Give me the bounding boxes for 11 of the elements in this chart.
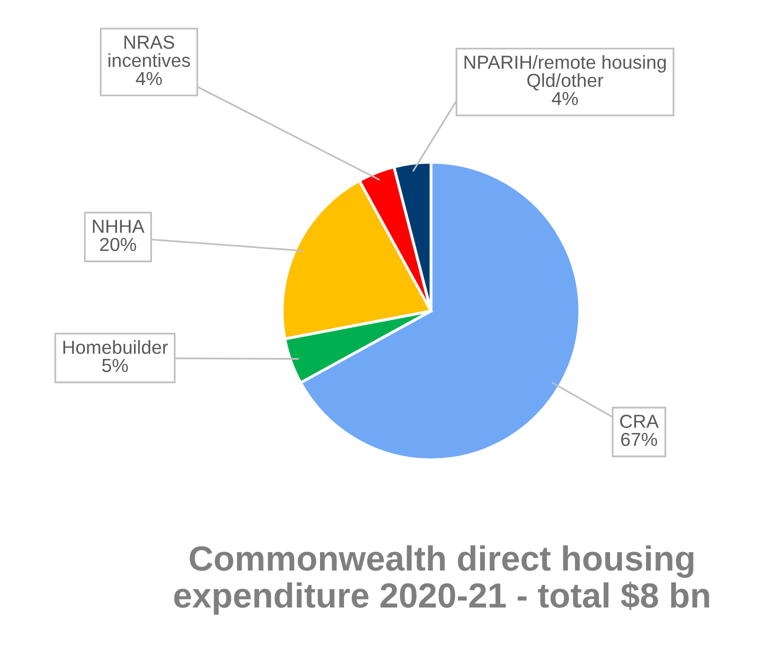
text: Commonwealth direct housing expenditure 2020-21 - total $8 bn [174,545,710,615]
data-label: 67% [621,432,658,446]
slice-label: NRAS incentives [108,36,190,68]
data-label: 5% [102,358,128,372]
data-label: 20% [100,238,136,252]
data-label: 4% [136,72,162,86]
slice-label: Homebuilder [63,340,168,354]
slice-label: NHHA [92,220,145,233]
slice-label: NPARIH/remote housing Qld/other [464,55,666,90]
data-label: 4% [552,92,578,106]
slice-label: CRA [620,414,659,428]
